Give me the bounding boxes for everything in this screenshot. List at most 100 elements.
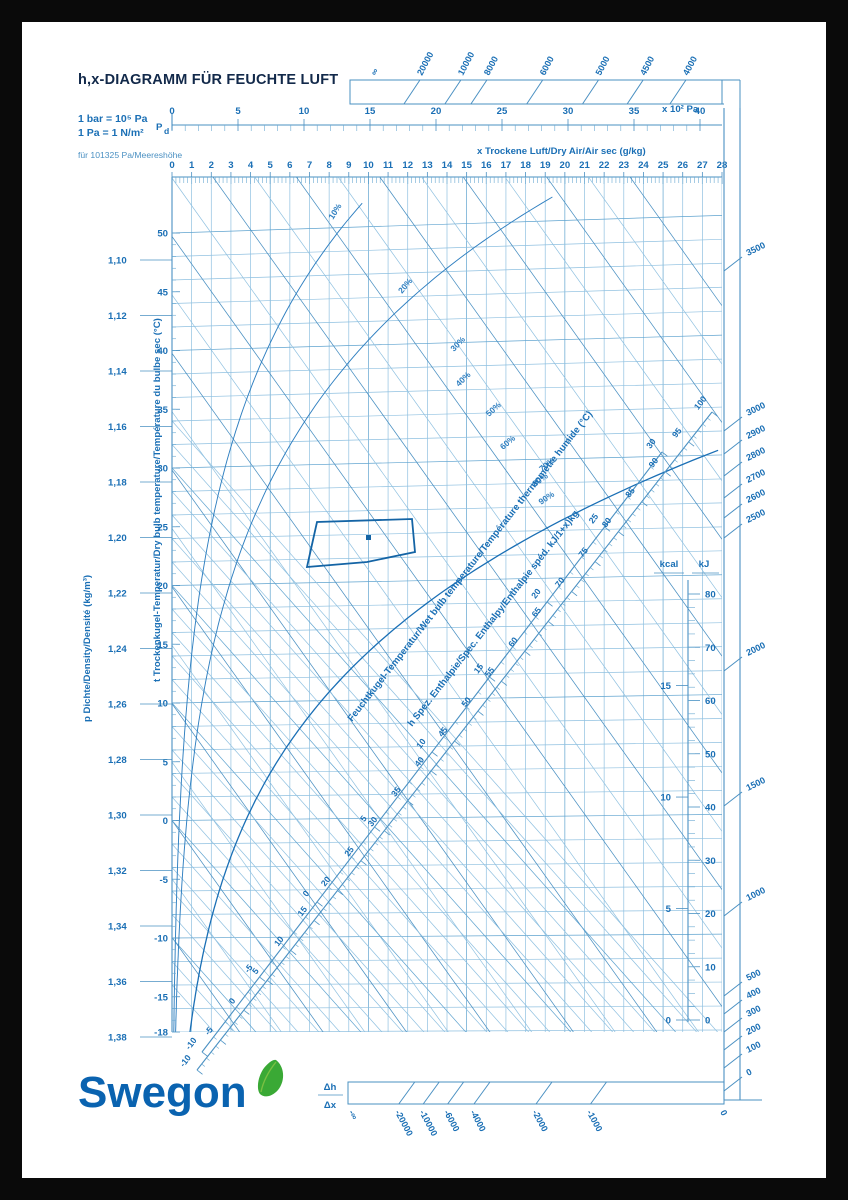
x-tick-label: 28 [717,160,728,171]
wet-bulb-tick-label: 5 [358,813,369,823]
rh-label: 30% [448,334,467,353]
rh-curve [175,196,553,1032]
dhdx-bottom-label: -2000 [530,1108,550,1133]
x-tick-label: 20 [560,160,571,171]
rh-curve [173,202,363,1032]
kcal-tick-label: 5 [666,904,672,915]
psychrometric-chart[interactable]: h,x-DIAGRAMM FÜR FEUCHTE LUFT 1 bar = 10… [22,22,826,1178]
enthalpy-tick-label: 75 [576,545,590,559]
x-axis: 0 1 2 3 4 5 6 7 8 9 10 11 12 13 14 15 16 17 18 19 20 21 22 23 24… [169,160,728,184]
density-tick-label: 1,28 [108,755,127,766]
kj-tick-label: 20 [705,909,716,920]
kcal-label: kcal [660,559,679,570]
density-tick-label: 1,16 [108,422,127,433]
comfort-zone-annotation[interactable] [305,518,416,568]
enthalpy-tick-label: -5 [202,1025,215,1037]
t-tick-label: 0 [163,816,168,827]
density-tick-label: 1,14 [108,367,127,378]
pd-tick-label: 40 [695,106,706,117]
dhdx-right-label: 1000 [744,885,766,903]
enthalpy-tick-label: 95 [670,426,684,440]
dhdx-top-label: 4500 [638,55,656,77]
enthalpy-tick-label: 45 [436,725,450,739]
t-tick-label: -18 [154,1028,169,1039]
density-tick-label: 1,38 [108,1033,127,1044]
design-point-marker[interactable] [366,535,371,540]
wet-bulb-tick-label: 30 [644,436,658,450]
density-tick-label: 1,30 [108,811,127,822]
dhdx-right-label: 400 [744,985,762,1001]
page-title: h,x-DIAGRAMM FÜR FEUCHTE LUFT [78,71,338,88]
x-tick-label: 4 [248,160,254,171]
enthalpy-tick-label: 15 [295,904,309,918]
t-tick-label: 40 [157,346,168,357]
density-axis-title: p Dichte/Density/Densité (kg/m³) [82,575,93,722]
x-tick-label: 15 [461,160,472,171]
pd-subscript: d [164,126,169,136]
rh-label: 40% [453,369,472,388]
pd-tick-label: 0 [169,106,174,117]
kcal-kj-scale: kcal kJ 0 5 10 15 0 10 20 30 40 50 60 70 80 [654,559,719,1027]
x-tick-label: 0 [169,160,174,171]
kcal-tick-label: 0 [666,1016,671,1027]
pd-unit: x 10² Pa [662,104,699,115]
t-tick-label: -5 [159,875,168,886]
swegon-logo[interactable]: Swegon [78,1059,284,1117]
x-tick-label: 1 [189,160,195,171]
dhdx-top-label: 10000 [456,50,477,77]
x-axis-title: x Trockene Luft/Dry Air/Air sec (g/kg) [477,146,646,157]
kj-tick-label: 50 [705,749,716,760]
x-tick-label: 12 [402,160,413,171]
x-tick-label: 25 [658,160,669,171]
dhdx-right-label: 300 [744,1003,762,1019]
pd-tick-label: 30 [563,106,574,117]
rh-label: 20% [396,276,415,296]
kj-tick-label: 10 [705,962,716,973]
dhdx-top-label: 8000 [482,55,500,77]
t-tick-label: 30 [157,464,168,475]
pd-tick-label: 25 [497,106,508,117]
enthalpy-tick-label: -10 [177,1053,193,1069]
t-axis-title: t Trockenkugel-Temperatur/Dry bulb tempe… [152,318,163,682]
density-tick-label: 1,26 [108,700,127,711]
chart-page: h,x-DIAGRAMM FÜR FEUCHTE LUFT 1 bar = 10… [22,22,826,1178]
density-tick-label: 1,34 [108,922,127,933]
rh-label: 90% [537,489,557,507]
dhdx-top-label: 6000 [538,55,556,77]
x-tick-label: 11 [383,160,394,171]
x-tick-label: 17 [501,160,512,171]
rh-label: 60% [498,433,518,452]
kj-tick-label: 0 [705,1016,710,1027]
dhdx-top-label: 20000 [415,50,436,77]
partial-pressure-axis: 0 5 10 15 20 25 30 35 40 x 10² Pa [169,104,722,131]
kj-label: kJ [699,559,710,570]
dhdx-bottom-label: -∞ [347,1108,361,1122]
dhdx-bottom-label: -1000 [585,1108,605,1133]
dhdx-top-label: 4000 [681,55,699,77]
kj-tick-label: 80 [705,590,716,601]
wet-bulb-tick-label: -10 [183,1035,199,1051]
delta-x-label: Δx [324,1100,337,1111]
x-tick-label: 14 [442,160,453,171]
dhdx-right-label: 2800 [744,445,766,463]
t-tick-label: 50 [157,229,168,240]
pd-label: P [156,122,163,133]
kj-tick-label: 70 [705,643,716,654]
x-tick-label: 22 [599,160,610,171]
density-tick-label: 1,32 [108,866,127,877]
wet-bulb-tick-label: 20 [529,586,543,600]
dhdx-top-label: 5000 [593,55,611,77]
kj-tick-label: 30 [705,856,716,867]
saturation-curve [189,449,719,1032]
t-tick-label: 25 [157,522,168,533]
enthalpy-tick-label: 5 [250,966,261,976]
x-tick-label: 9 [346,160,351,171]
t-tick-label: 45 [157,287,168,298]
delta-h-label: Δh [324,1082,337,1093]
x-tick-label: 24 [638,160,649,171]
wet-bulb-tick-label: 0 [300,888,311,898]
pd-tick-label: 10 [299,106,310,117]
wet-bulb-tick-label: 10 [414,736,428,750]
dhdx-top-label: ∞ [368,66,380,77]
